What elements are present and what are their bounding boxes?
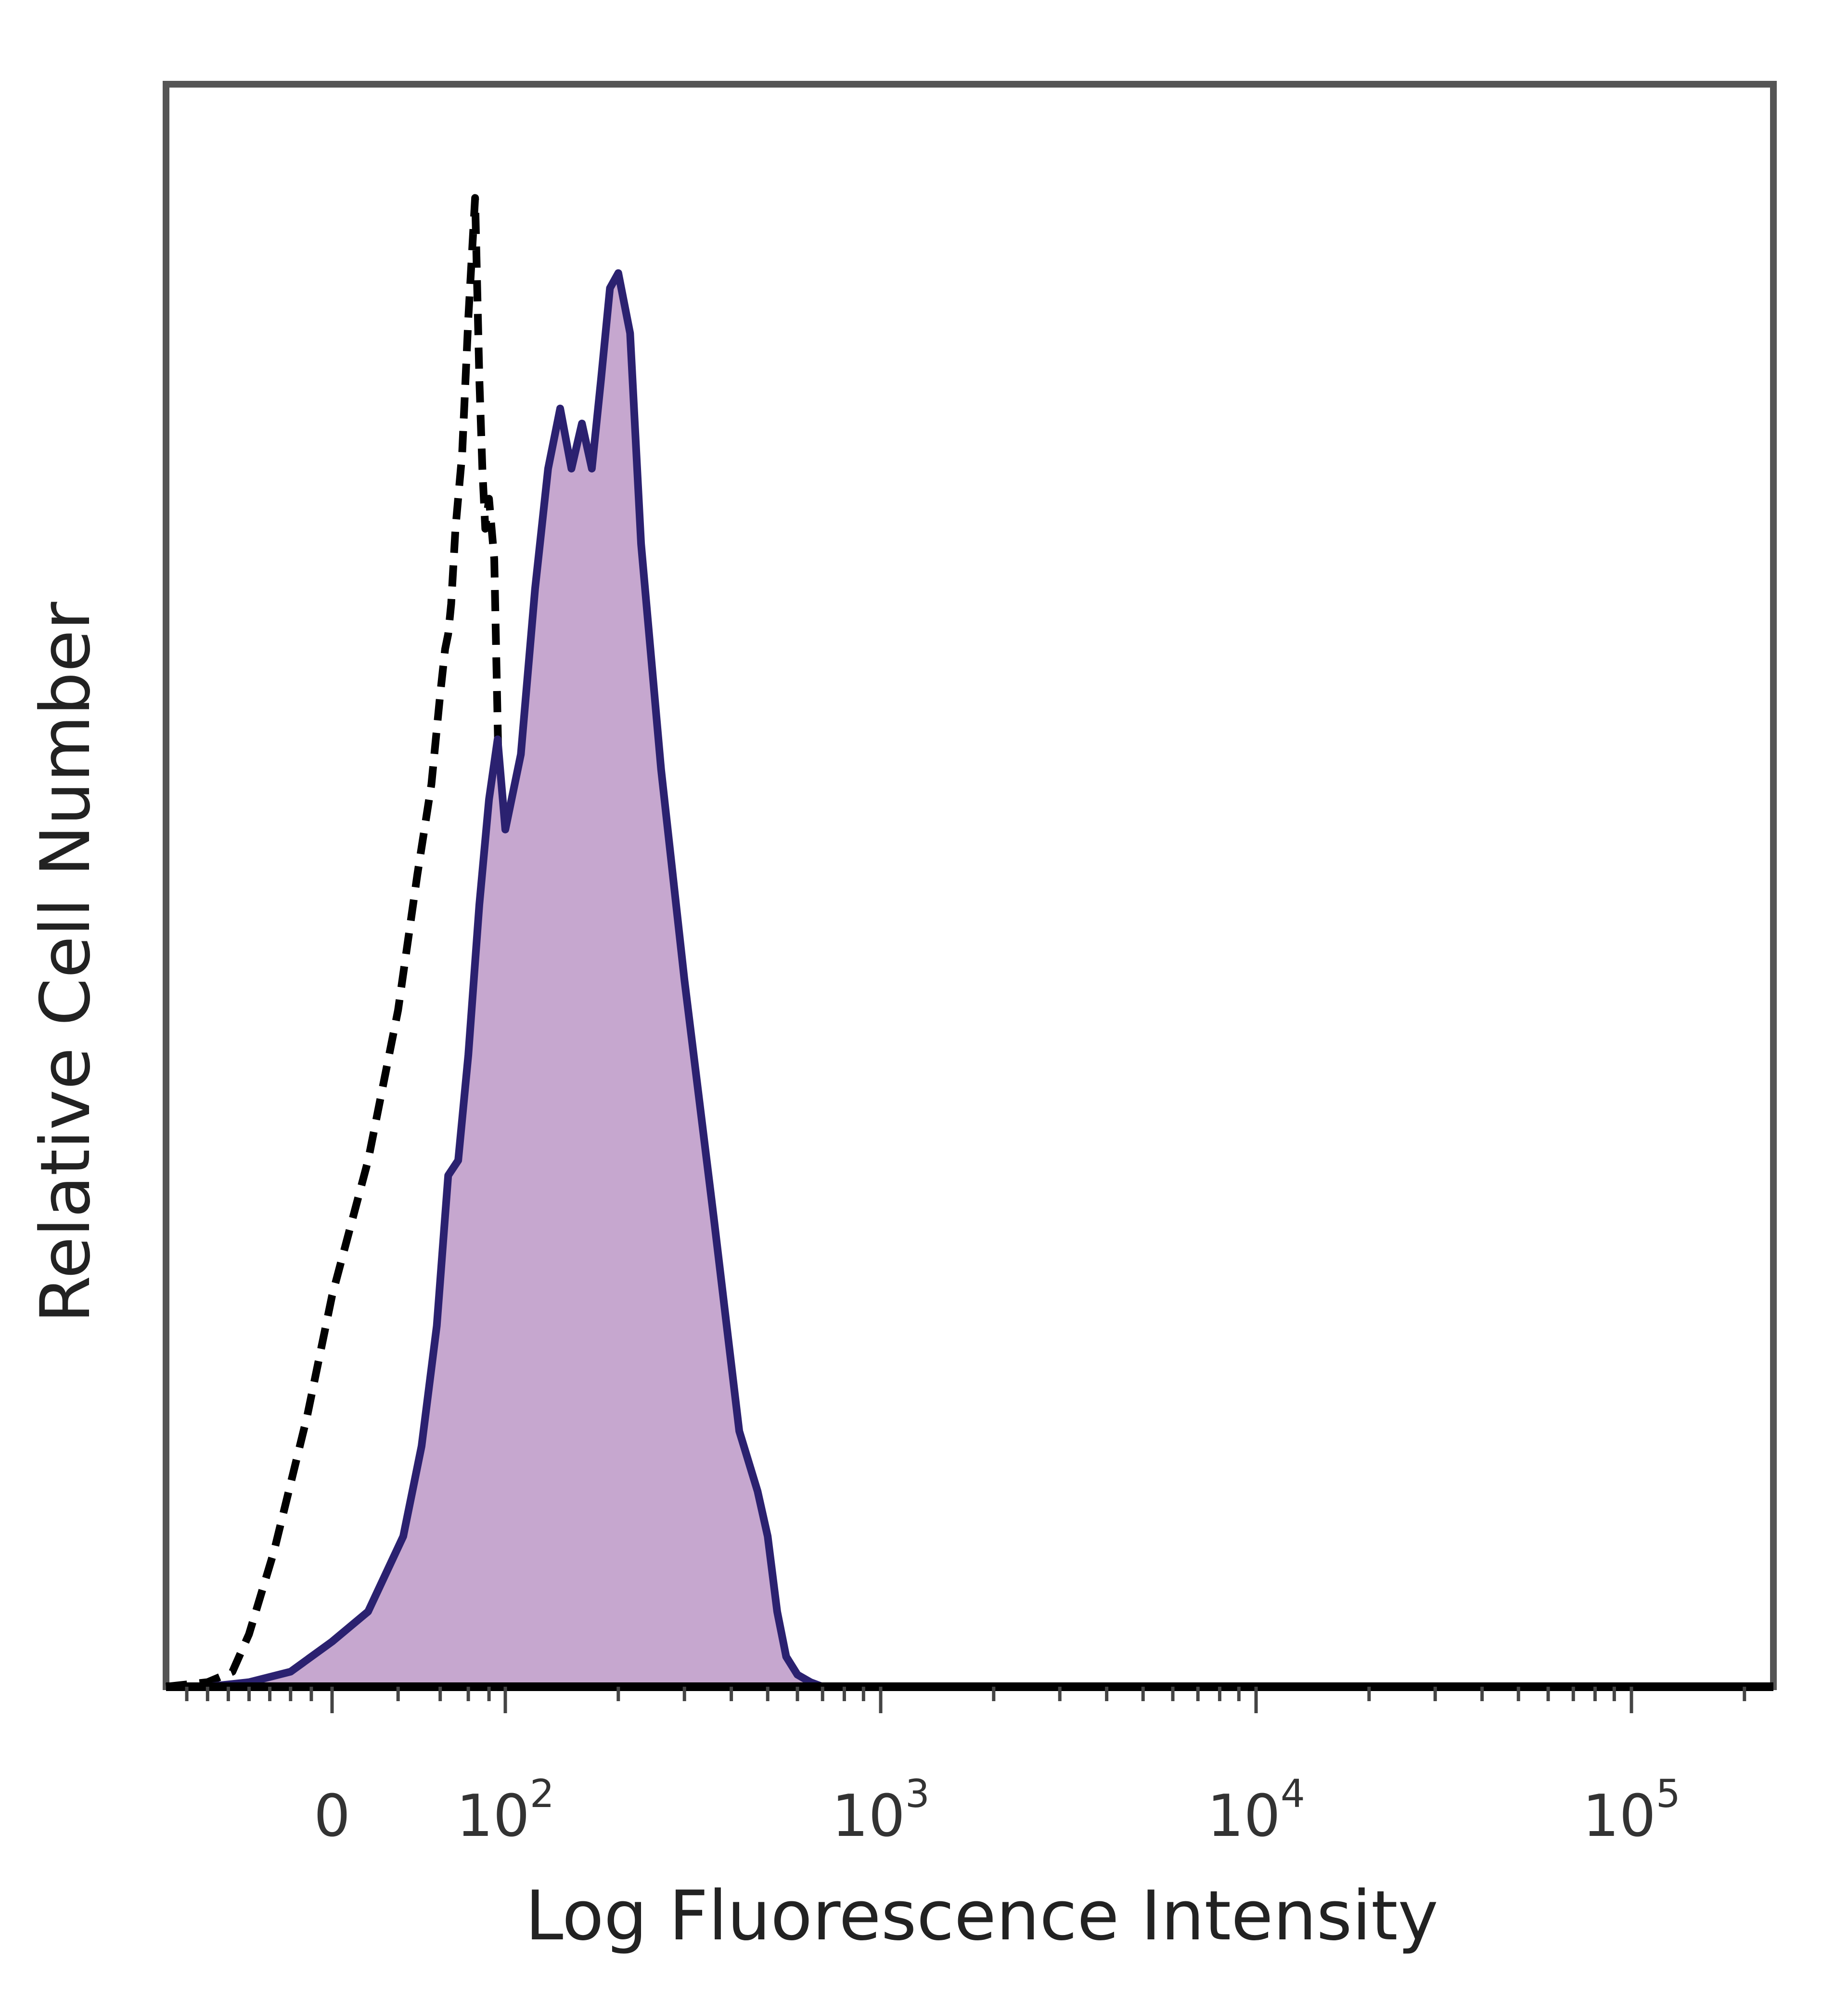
x-tick-label: 0 [314,1783,350,1850]
x-tick-label-exponent: 4 [1281,1771,1305,1816]
x-axis-tick-labels: 0 102 103 104 105 [314,1771,1681,1850]
y-axis-label: Relative Cell Number [26,602,105,1323]
x-tick-label: 102 [456,1771,554,1850]
x-tick-label-base: 10 [1582,1783,1656,1850]
x-axis-ticks [185,1687,1746,1713]
x-tick-label-base: 10 [456,1783,530,1850]
filled-histogram-area [207,273,1745,1687]
x-tick-label-base: 10 [832,1783,905,1850]
x-tick-label-base: 0 [314,1783,350,1850]
series-layer [166,194,1745,1691]
x-tick-label: 103 [832,1771,930,1850]
x-tick-label-exponent: 2 [530,1771,554,1816]
filled-histogram-outline [207,269,1745,1691]
x-tick-label-exponent: 5 [1656,1771,1681,1816]
x-tick-label-exponent: 3 [905,1771,930,1816]
x-tick-label: 105 [1582,1771,1681,1850]
plot-frame [163,81,1777,1690]
x-tick-label-base: 10 [1207,1783,1281,1850]
x-axis-label: Log Fluorescence Intensity [525,1876,1438,1956]
x-tick-label: 104 [1207,1771,1305,1850]
